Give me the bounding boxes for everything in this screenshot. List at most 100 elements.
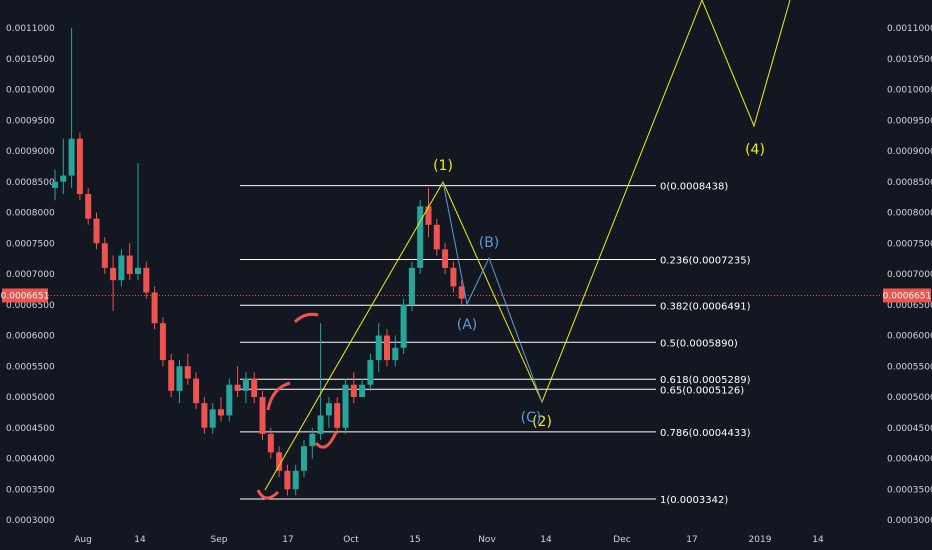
y-tick-left: 0.0011000 (6, 24, 55, 34)
y-tick-right: 0.0006500 (887, 301, 932, 311)
y-tick-left: 0.0004500 (6, 424, 55, 434)
candle-body (218, 409, 224, 416)
candle-body (193, 378, 200, 404)
candle-body (450, 267, 457, 287)
wave-label: (C) (521, 410, 542, 426)
candle-body (408, 267, 415, 305)
y-tick-left: 0.0008500 (6, 178, 55, 188)
y-tick-right: 0.0003000 (887, 516, 932, 526)
candle-body (85, 194, 92, 219)
x-tick-label: Oct (343, 535, 359, 545)
candle-body (284, 470, 291, 490)
y-tick-right: 0.0008500 (887, 178, 932, 188)
red-marker-low (256, 489, 280, 500)
candle-body (52, 181, 58, 188)
wave-path-blue (442, 181, 543, 403)
candle-body (301, 446, 307, 471)
y-tick-right: 0.0005500 (887, 362, 932, 372)
y-tick-left: 0.0008000 (6, 209, 55, 219)
candle-body (259, 397, 266, 434)
y-tick-left: 0.0003500 (6, 485, 55, 495)
candle-body (400, 304, 407, 348)
candle-body (425, 206, 432, 225)
y-tick-left: 0.0010000 (6, 86, 55, 96)
candle-body (118, 255, 125, 281)
y-tick-right: 0.0007500 (887, 239, 932, 249)
x-tick-label: 15 (409, 535, 420, 545)
candle-body (325, 403, 332, 416)
x-tick-label: Dec (613, 535, 630, 545)
candle-body (276, 452, 283, 471)
candle-body (143, 267, 150, 293)
x-tick-label: 14 (540, 535, 552, 545)
y-tick-right: 0.0007000 (887, 270, 932, 280)
red-marker-high (293, 312, 319, 324)
y-tick-left: 0.0007500 (6, 239, 55, 249)
fib-label: 0.382(0.0006491) (660, 301, 751, 312)
candle-body (309, 433, 316, 447)
candle-body (101, 243, 108, 268)
y-tick-right: 0.0010500 (887, 55, 932, 65)
y-tick-left: 0.0005000 (6, 393, 55, 403)
y-tick-right: 0.0004500 (887, 424, 932, 434)
fib-label: 0(0.0008438) (660, 182, 728, 193)
candle-body (168, 360, 175, 391)
candle-body (417, 206, 424, 268)
candle-body (184, 366, 191, 379)
wave-path-yellow (264, 0, 791, 491)
wave-label: (2) (532, 414, 552, 430)
y-tick-left: 0.0006500 (6, 301, 55, 311)
fib-label: 1(0.0003342) (660, 495, 728, 506)
candle-body (60, 175, 67, 182)
y-tick-right: 0.0009500 (887, 116, 932, 126)
candle-body (135, 267, 141, 274)
y-tick-right: 0.0008000 (887, 209, 932, 219)
candle-body (242, 378, 249, 391)
candle-body (317, 415, 324, 434)
candle-body (433, 224, 440, 250)
price-badge-right (883, 288, 931, 303)
x-tick-label: 14 (812, 535, 824, 545)
red-marker-right (314, 431, 338, 449)
y-tick-right: 0.0004000 (887, 455, 932, 465)
candle-body (159, 323, 166, 361)
y-tick-right: 0.0005000 (887, 393, 932, 403)
candle-body (267, 433, 274, 453)
y-tick-left: 0.0003000 (6, 516, 55, 526)
y-tick-left: 0.0009500 (6, 116, 55, 126)
x-tick-label: Nov (478, 535, 496, 545)
candle-body (251, 378, 258, 397)
fib-label: 0.618(0.0005289) (660, 375, 751, 386)
wave-label: (A) (457, 317, 478, 333)
x-tick-label: 17 (282, 535, 293, 545)
candle-body (68, 138, 75, 176)
y-tick-right: 0.0009000 (887, 147, 932, 157)
y-tick-left: 0.0009000 (6, 147, 55, 157)
fib-label: 0.5(0.0005890) (660, 338, 738, 349)
candle-body (126, 255, 133, 274)
candle-body (359, 384, 366, 397)
y-tick-right: 0.0010000 (887, 86, 932, 96)
candle-body (292, 470, 299, 490)
wave-label: (B) (479, 235, 500, 251)
candle-body (458, 286, 465, 299)
y-tick-left: 0.0010500 (6, 55, 55, 65)
candle-body (442, 249, 449, 268)
y-tick-left: 0.0006000 (6, 332, 55, 342)
candle-body (76, 138, 83, 195)
x-tick-label: 14 (134, 535, 146, 545)
price-badge-left (2, 288, 48, 303)
y-tick-right: 0.0011000 (887, 24, 932, 34)
x-tick-label: Aug (74, 535, 92, 545)
fib-label: 0.236(0.0007235) (660, 256, 751, 267)
candle-body (334, 403, 341, 428)
x-tick-label: 17 (686, 535, 697, 545)
candle-body (226, 384, 233, 416)
candle-body (384, 335, 390, 361)
wave-label: (4) (745, 142, 765, 158)
fib-label: 0.65(0.0005126) (660, 385, 744, 396)
y-tick-left: 0.0005500 (6, 362, 55, 372)
wave-label: (1) (433, 158, 453, 174)
price-badge-right-text: 0.0006651 (883, 291, 932, 301)
